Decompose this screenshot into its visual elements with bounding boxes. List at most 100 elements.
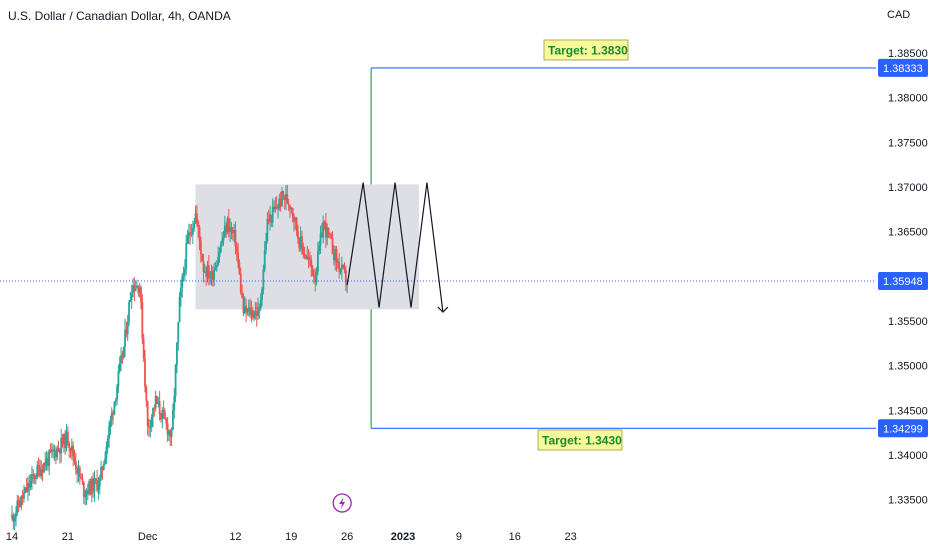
candle bbox=[286, 185, 289, 205]
zigzag-projection[interactable] bbox=[346, 182, 444, 313]
candle bbox=[124, 318, 126, 358]
candle bbox=[126, 314, 129, 342]
candle bbox=[273, 200, 275, 212]
candle bbox=[231, 226, 234, 241]
candle bbox=[283, 194, 286, 210]
candle bbox=[190, 224, 193, 238]
candle bbox=[233, 223, 236, 243]
candle bbox=[108, 421, 110, 449]
candle bbox=[35, 473, 37, 485]
candle bbox=[72, 441, 75, 467]
upper-target-callout[interactable]: Target: 1.3830 bbox=[543, 39, 629, 61]
candle bbox=[93, 470, 96, 503]
candle bbox=[154, 390, 157, 412]
candle bbox=[295, 216, 298, 237]
candle bbox=[162, 400, 165, 420]
candle bbox=[310, 255, 313, 277]
time-tick-label: 14 bbox=[6, 531, 18, 543]
candle bbox=[150, 414, 153, 432]
candle bbox=[52, 444, 55, 459]
candle bbox=[299, 226, 302, 252]
candle bbox=[249, 298, 251, 319]
candle bbox=[74, 452, 77, 475]
event-marker-bolt bbox=[339, 497, 346, 509]
candle bbox=[197, 219, 200, 238]
lower-target-callout[interactable]: Target: 1.3430 bbox=[537, 429, 623, 451]
candle bbox=[343, 262, 346, 274]
candle bbox=[138, 282, 141, 298]
candle bbox=[328, 232, 331, 239]
candle bbox=[340, 256, 343, 280]
candle bbox=[80, 473, 83, 480]
candle bbox=[339, 268, 342, 275]
candle bbox=[62, 433, 65, 453]
candle bbox=[246, 307, 249, 316]
candle bbox=[94, 477, 97, 485]
candle bbox=[120, 347, 122, 371]
candle bbox=[243, 296, 246, 314]
candle bbox=[195, 204, 198, 227]
candle bbox=[128, 299, 130, 327]
time-tick-label: 19 bbox=[285, 531, 297, 543]
candle bbox=[229, 218, 232, 242]
candle bbox=[317, 241, 319, 276]
time-axis[interactable]: 14 21 Dec 12 19 26 2023 9 16 23 bbox=[6, 531, 577, 543]
candle bbox=[51, 442, 53, 459]
candle bbox=[19, 497, 21, 508]
candle bbox=[64, 429, 67, 455]
candle bbox=[176, 342, 178, 374]
candle bbox=[282, 190, 285, 200]
candle bbox=[17, 495, 20, 513]
time-tick-label: 9 bbox=[456, 531, 462, 543]
price-tick-label: 1.37500 bbox=[888, 137, 928, 149]
candle bbox=[324, 212, 327, 248]
candle bbox=[152, 407, 154, 428]
candle bbox=[24, 486, 27, 494]
candle bbox=[32, 469, 35, 484]
projection-arrowhead bbox=[437, 306, 449, 313]
candle bbox=[185, 234, 188, 276]
candle bbox=[259, 293, 262, 312]
candle bbox=[130, 284, 133, 310]
candle bbox=[13, 513, 16, 531]
candle bbox=[173, 387, 176, 419]
candle bbox=[326, 223, 329, 246]
candle bbox=[298, 237, 301, 253]
candle bbox=[60, 428, 63, 463]
candle bbox=[37, 457, 40, 477]
candle bbox=[16, 494, 19, 516]
candle bbox=[76, 465, 79, 483]
candle bbox=[210, 264, 213, 286]
candle bbox=[181, 273, 184, 298]
upper-price-tag-text: 1.38333 bbox=[883, 63, 923, 75]
candle bbox=[27, 476, 29, 501]
candle bbox=[97, 476, 100, 500]
current-price-tag-bg bbox=[878, 271, 928, 290]
candle bbox=[215, 260, 218, 272]
candle bbox=[142, 333, 145, 362]
candle bbox=[313, 269, 315, 284]
candle bbox=[157, 396, 160, 408]
chart-title: U.S. Dollar / Canadian Dollar, 4h, OANDA bbox=[8, 9, 231, 23]
candle bbox=[330, 232, 333, 240]
upper-price-tag: 1.38333 bbox=[878, 58, 928, 77]
candle bbox=[213, 262, 216, 287]
candle bbox=[221, 232, 224, 247]
candle bbox=[174, 363, 177, 403]
candle bbox=[66, 426, 69, 446]
candle bbox=[270, 214, 273, 227]
candle bbox=[217, 246, 220, 267]
candle bbox=[225, 222, 228, 238]
candle bbox=[36, 460, 39, 480]
lightning-bolt-icon[interactable] bbox=[332, 493, 352, 513]
candle bbox=[315, 266, 318, 286]
time-tick-label: 26 bbox=[341, 531, 353, 543]
candle bbox=[134, 281, 137, 292]
candle bbox=[342, 264, 345, 269]
candle bbox=[334, 246, 337, 271]
candle bbox=[237, 243, 239, 269]
candle bbox=[226, 216, 229, 235]
candle bbox=[314, 268, 317, 292]
candle bbox=[85, 488, 88, 505]
